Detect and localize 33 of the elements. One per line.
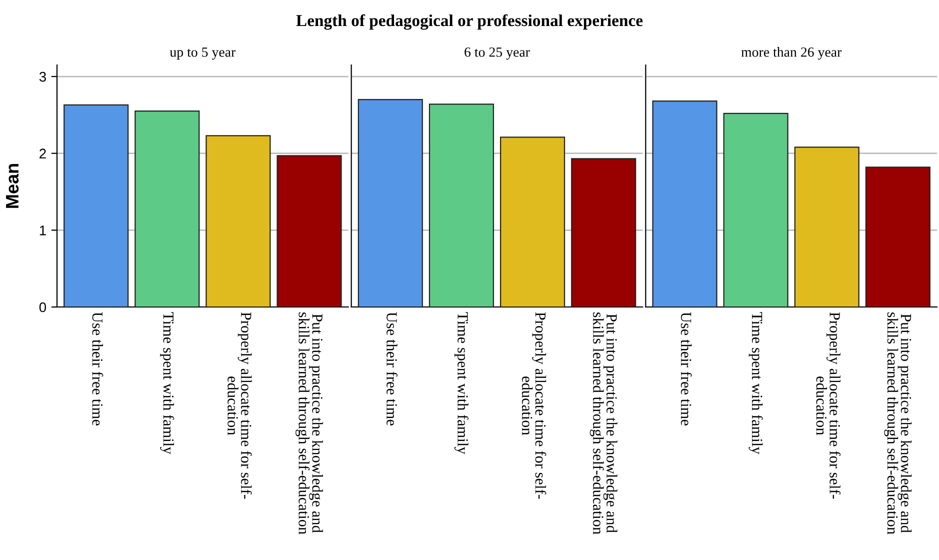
x-tick-label: Time spent with family — [454, 312, 468, 454]
x-tick-label: Properly allocate time for self- education — [522, 312, 546, 499]
y-tick-label: 2 — [40, 148, 46, 158]
chart-title: up to 5 year — [170, 48, 236, 60]
y-axis-title: Mean — [6, 164, 19, 208]
text: Length of pedagogical or professional experience — [296, 14, 643, 30]
x-tick-label: Use their free time — [386, 312, 398, 426]
bar — [428, 104, 494, 307]
x-tick-label: Use their free time — [92, 312, 104, 426]
y-tick-label: 0 — [39, 302, 46, 312]
chart-title: 6 to 25 year — [464, 47, 530, 60]
bar — [276, 155, 342, 307]
bar — [206, 135, 271, 307]
x-tick-label: Use their free time — [680, 312, 692, 426]
x-tick-label: Time spent with family — [160, 312, 174, 454]
bar — [652, 100, 718, 307]
x-tick-label: Put into practice the knowledge and skills learned through self-education — [590, 312, 618, 534]
bar — [794, 146, 860, 307]
bar — [134, 110, 200, 307]
bar — [358, 99, 423, 307]
x-tick-label: Put into practice the knowledge and skills learned through self-education — [296, 312, 323, 534]
bar — [571, 158, 636, 307]
bar — [723, 112, 788, 307]
x-tick-label: Put into practice the knowledge and skills learned through self-education — [884, 312, 912, 534]
bar — [865, 166, 930, 307]
y-tick-label: 1 — [40, 226, 46, 236]
y-tick-label: 3 — [39, 72, 46, 82]
x-tick-label: Time spent with family — [748, 312, 763, 454]
bar — [500, 136, 566, 307]
x-tick-label: Properly allocate time for self- education — [228, 312, 252, 499]
x-tick-label: Properly allocate time for self- education — [816, 312, 841, 499]
chart-title: more than 26 year — [741, 47, 842, 60]
bar — [64, 104, 129, 307]
